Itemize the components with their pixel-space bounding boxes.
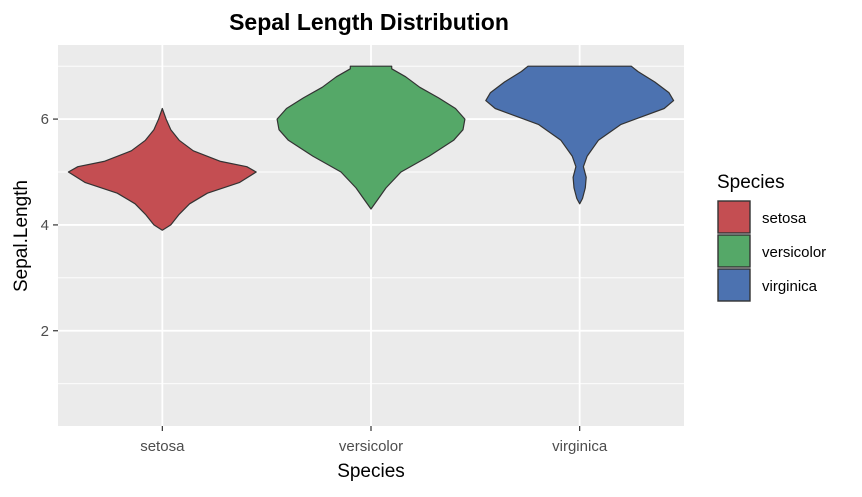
x-tick-label-setosa: setosa (140, 438, 185, 455)
legend-item-versicolor: versicolor (717, 234, 826, 268)
violin-layer (67, 65, 675, 231)
legend-label-virginica: virginica (762, 278, 818, 295)
y-axis-label: Sepal.Length (11, 180, 32, 292)
legend-items: setosa versicolor virginica (717, 200, 826, 302)
legend-label-setosa: setosa (762, 210, 807, 227)
x-axis-label: Species (337, 461, 405, 482)
violin-setosa (67, 107, 257, 231)
legend-title: Species (717, 172, 785, 193)
y-tick-label: 6 (41, 111, 49, 128)
violin-versicolor (276, 65, 466, 210)
legend-item-virginica: virginica (717, 268, 818, 302)
x-tick-label-versicolor: versicolor (339, 438, 403, 455)
legend-swatch-setosa (717, 200, 751, 234)
y-tick-label: 2 (41, 323, 49, 340)
chart-title: Sepal Length Distribution (229, 9, 509, 35)
legend-label-versicolor: versicolor (762, 244, 826, 261)
violin-virginica (485, 65, 675, 205)
y-axis: 2 4 6 (41, 111, 58, 340)
legend-swatch-versicolor (717, 234, 751, 268)
legend-swatch-virginica (717, 268, 751, 302)
x-tick-label-virginica: virginica (552, 438, 608, 455)
x-axis: setosa versicolor virginica (140, 426, 608, 455)
legend-item-setosa: setosa (717, 200, 807, 234)
legend: Species setosa versicolor virginica (717, 172, 826, 302)
y-tick-label: 4 (41, 217, 49, 234)
